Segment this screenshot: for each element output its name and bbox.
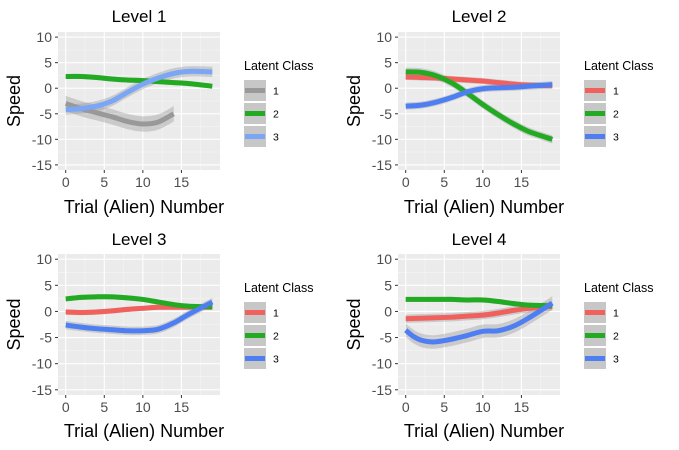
y-tick-label: 10 [36, 29, 52, 45]
y-tick-label: 5 [44, 277, 52, 293]
x-tick-label: 5 [100, 174, 108, 190]
x-tick-label: 0 [402, 174, 410, 190]
chart-title: Level 2 [452, 7, 507, 26]
y-tick-label: -5 [40, 106, 53, 122]
legend: Latent Class 1 2 3 [244, 281, 313, 369]
confidence-band-class-3 [65, 297, 213, 336]
series-line-class-2 [405, 296, 553, 309]
legend-label: 1 [613, 308, 619, 320]
chart-panel-2: 0 5 10 15 10 5 0 -5 -10 -15 Level 2 Trial (Alien) N… [344, 7, 653, 217]
series-line-class-3 [404, 300, 554, 345]
y-tick-label: 5 [44, 55, 52, 71]
y-tick-label: 0 [44, 303, 52, 319]
y-tick-label: -15 [32, 157, 52, 173]
legend-label: 3 [273, 132, 279, 144]
legend-label: 3 [613, 132, 619, 144]
series-line-class-2 [65, 294, 213, 310]
legend: Latent Class 1 2 3 [584, 59, 653, 147]
legend-label: 2 [613, 109, 619, 121]
series-line-class-3 [405, 82, 553, 109]
chart-title: Level 1 [112, 7, 167, 26]
x-tick-label: 0 [402, 399, 410, 415]
x-axis-label: Trial (Alien) Number [64, 421, 224, 441]
legend-label: 2 [273, 109, 279, 121]
chart-title: Level 4 [452, 230, 507, 249]
y-tick-label: -10 [32, 131, 52, 147]
series-line-class-1 [405, 303, 553, 322]
x-tick-label: 5 [440, 174, 448, 190]
y-axis-label: Speed [344, 75, 364, 127]
y-tick-label: 0 [384, 303, 392, 319]
series-line-class-3 [65, 68, 213, 113]
legend-label: 3 [613, 354, 619, 366]
chart-panel-3: 0 5 10 15 10 5 0 -5 -10 -15 Level 3 Trial (Alien) N… [4, 230, 313, 441]
legend-label: 2 [613, 331, 619, 343]
y-tick-label: -15 [372, 382, 392, 398]
legend-title: Latent Class [244, 59, 313, 73]
legend-label: 1 [273, 86, 279, 98]
x-axis-label: Trial (Alien) Number [64, 197, 224, 217]
y-tick-label: 10 [376, 29, 392, 45]
y-tick-label: -5 [40, 330, 53, 346]
x-axis-label: Trial (Alien) Number [404, 421, 564, 441]
y-tick-label: 5 [384, 277, 392, 293]
y-tick-label: -5 [380, 330, 393, 346]
x-tick-label: 5 [100, 399, 108, 415]
y-tick-label: 10 [376, 251, 392, 267]
x-tick-label: 15 [174, 174, 190, 190]
x-tick-label: 10 [135, 174, 151, 190]
x-tick-label: 5 [440, 399, 448, 415]
legend-label: 3 [273, 354, 279, 366]
y-tick-label: 0 [384, 80, 392, 96]
y-tick-label: 5 [384, 55, 392, 71]
y-axis-label: Speed [4, 298, 24, 350]
confidence-band-class-3 [405, 296, 553, 349]
y-axis-label: Speed [4, 75, 24, 127]
x-axis-label: Trial (Alien) Number [404, 197, 564, 217]
x-tick-label: 10 [135, 399, 151, 415]
series-line-class-3 [65, 299, 214, 334]
legend-title: Latent Class [584, 281, 653, 295]
x-tick-label: 10 [475, 399, 491, 415]
y-tick-label: -10 [372, 131, 392, 147]
y-tick-label: -15 [32, 382, 52, 398]
legend-label: 1 [273, 308, 279, 320]
legend-title: Latent Class [244, 281, 313, 295]
x-tick-label: 0 [62, 399, 70, 415]
legend-title: Latent Class [584, 59, 653, 73]
x-tick-label: 10 [475, 174, 491, 190]
x-tick-label: 15 [514, 174, 530, 190]
legend: Latent Class 1 2 3 [244, 59, 313, 147]
chart-panel-4: 0 5 10 15 10 5 0 -5 -10 -15 Level 4 Trial (Alien) N… [344, 230, 653, 441]
y-tick-label: 10 [36, 251, 52, 267]
y-axis-label: Speed [344, 298, 364, 350]
y-tick-label: -5 [380, 106, 393, 122]
legend-label: 1 [613, 86, 619, 98]
y-tick-label: -10 [372, 356, 392, 372]
y-tick-label: -10 [32, 356, 52, 372]
legend-label: 2 [273, 331, 279, 343]
x-tick-label: 15 [514, 399, 530, 415]
x-tick-label: 15 [174, 399, 190, 415]
y-tick-label: -15 [372, 157, 392, 173]
series-line-class-2 [65, 73, 213, 89]
series-line-class-2 [405, 69, 554, 142]
y-tick-label: 0 [44, 80, 52, 96]
chart-title: Level 3 [112, 230, 167, 249]
legend: Latent Class 1 2 3 [584, 281, 653, 369]
chart-panel-1: 0 5 10 15 10 5 0 -5 -10 -15 Level 1 Trial (Alien) N… [4, 7, 313, 217]
x-tick-label: 0 [62, 174, 70, 190]
